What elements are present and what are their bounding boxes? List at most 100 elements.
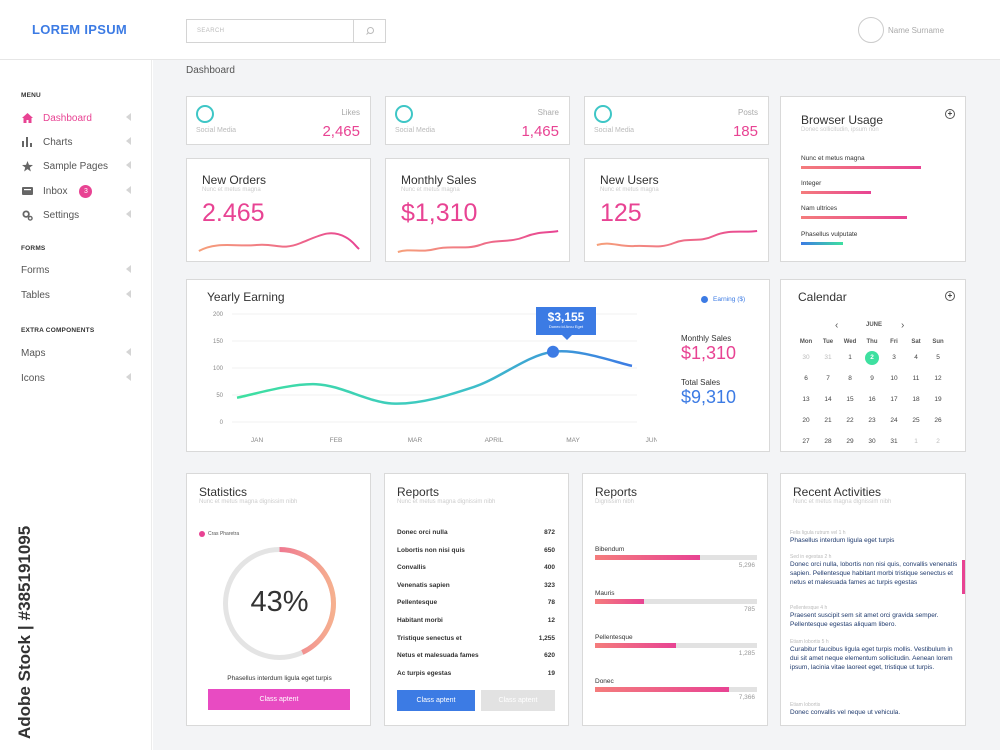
y-tick-label: 150 [213, 339, 224, 345]
row-label: Venenatis sapien [397, 581, 450, 589]
calendar-day[interactable]: 20 [802, 417, 810, 424]
donut-arc [223, 547, 336, 660]
x-tick-label: MAY [566, 437, 580, 444]
calendar-day[interactable]: 26 [934, 417, 942, 424]
bar-chart-icon [21, 136, 33, 148]
activity-item[interactable]: Etiam lobortis Donec convallis vel neque … [790, 702, 960, 717]
activity-item[interactable]: Sed in egestas 2 h Donec orci nulla, lobo… [790, 554, 960, 587]
next-month-button[interactable]: › [901, 320, 905, 331]
calendar-day[interactable]: 3 [892, 354, 896, 361]
search-button[interactable] [353, 20, 385, 42]
reports-bars-card: Reports Dignissim nibh Bibendum 5,296 Maur… [582, 473, 768, 726]
sidebar-item-label: Sample Pages [43, 160, 109, 172]
sidebar-item-label: Maps [21, 347, 46, 359]
calendar-day[interactable]: 25 [912, 417, 920, 424]
calendar-day[interactable]: 22 [846, 417, 854, 424]
prev-month-button[interactable]: ‹ [835, 320, 839, 331]
calendar-day[interactable]: 28 [824, 438, 832, 445]
add-icon[interactable]: + [945, 291, 955, 301]
calendar-day[interactable]: 10 [890, 375, 898, 382]
browser-usage-item: Nunc et metus magna [801, 155, 941, 169]
calendar-day[interactable]: 18 [912, 396, 920, 403]
sidebar-item-tables[interactable]: Tables [21, 287, 131, 303]
watermark-id: #385191095 [15, 526, 34, 621]
metric-card-new-users: New Users Nunc et metus magna 125 [584, 158, 769, 262]
sidebar-item-settings[interactable]: Settings [21, 207, 131, 223]
calendar-day[interactable]: 19 [934, 396, 942, 403]
browser-usage-card: Browser Usage Donec sollicitudin, ipsum … [780, 96, 966, 262]
table-row: Venenatis sapien 323 [397, 582, 555, 589]
row-value: 650 [544, 546, 555, 554]
calendar-day[interactable]: 14 [824, 396, 832, 403]
calendar-day[interactable]: 21 [824, 417, 832, 424]
calendar-day[interactable]: 24 [890, 417, 898, 424]
y-tick-label: 100 [213, 366, 224, 372]
activity-item[interactable]: Felis ligula rutrum vel 1 h Phasellus int… [790, 530, 960, 545]
yearly-line-chart: 0 50 100 150 200 JAN FEB MAR APRIL MAY JUN [213, 312, 657, 444]
sidebar-item-inbox[interactable]: Inbox 3 [21, 183, 131, 199]
user-name[interactable]: Name Surname [888, 25, 945, 35]
calendar-day[interactable]: 1 [848, 354, 852, 361]
calendar-day[interactable]: 6 [804, 375, 808, 382]
calendar-day[interactable]: 15 [846, 396, 854, 403]
calendar-day[interactable]: 23 [868, 417, 876, 424]
sidebar-item-forms[interactable]: Forms [21, 262, 131, 278]
sidebar-item-dashboard[interactable]: Dashboard [21, 110, 131, 126]
calendar-day[interactable]: 4 [914, 354, 918, 361]
calendar-day[interactable]: 7 [826, 375, 830, 382]
calendar-day[interactable]: 2 [936, 438, 940, 445]
avatar[interactable] [858, 17, 884, 43]
sparkline [198, 232, 360, 252]
social-name: Likes [341, 108, 360, 117]
chevron-left-icon [126, 348, 131, 356]
user-menu[interactable]: Name Surname [858, 17, 944, 43]
bar-fill [595, 599, 644, 604]
calendar-day[interactable]: 13 [802, 396, 810, 403]
x-tick-label: MAR [408, 437, 423, 444]
activity-item[interactable]: Etiam lobortis 5 h Curabitur faucibus lig… [790, 639, 960, 672]
calendar-day[interactable]: 31 [890, 438, 898, 445]
search-box[interactable]: SEARCH [186, 19, 386, 43]
highlight-point [547, 345, 559, 358]
add-icon[interactable]: + [945, 109, 955, 119]
class-aptent-primary-button[interactable]: Class aptent [397, 690, 475, 711]
calendar-day[interactable]: 11 [912, 375, 920, 382]
calendar-day[interactable]: 2 [865, 351, 879, 365]
social-label: Social Media [594, 127, 635, 134]
calendar-day[interactable]: 1 [914, 438, 918, 445]
calendar-day[interactable]: 17 [890, 396, 898, 403]
table-row: Habitant morbi 12 [397, 617, 555, 624]
chart-tooltip: $3,155 Donec id Arcu Eget [536, 307, 596, 340]
activity-scrollbar[interactable] [962, 560, 965, 594]
activity-item[interactable]: Pellentesque 4 h Praesent suscipit sem si… [790, 605, 960, 629]
row-value: 19 [547, 669, 555, 677]
class-aptent-button[interactable]: Class aptent [208, 689, 350, 710]
class-aptent-secondary-button[interactable]: Class aptent [481, 690, 555, 711]
calendar-day[interactable]: 12 [934, 375, 942, 382]
sparkline [596, 230, 758, 248]
row-value: 620 [544, 652, 555, 660]
calendar-day[interactable]: 16 [868, 396, 876, 403]
sidebar-item-charts[interactable]: Charts [21, 134, 131, 150]
calendar-day[interactable]: 30 [868, 438, 876, 445]
card-title: Monthly Sales [401, 173, 477, 187]
calendar-day[interactable]: 9 [870, 375, 874, 382]
calendar-weekday: Sun [932, 339, 944, 345]
calendar-day[interactable]: 5 [936, 354, 940, 361]
sidebar-item-sample-pages[interactable]: Sample Pages [21, 158, 131, 174]
sidebar-item-icons[interactable]: Icons [21, 370, 131, 386]
sidebar [0, 60, 152, 750]
activity-time: Sed in egestas 2 h [790, 554, 832, 560]
donut-legend: Cras Pharetra [199, 531, 239, 537]
sidebar-item-maps[interactable]: Maps [21, 345, 131, 361]
calendar-day[interactable]: 31 [824, 354, 832, 361]
calendar-day[interactable]: 29 [846, 438, 854, 445]
card-title: New Users [600, 173, 659, 187]
sidebar-item-label: Settings [43, 209, 80, 221]
calendar-day[interactable]: 27 [802, 438, 810, 445]
search-input[interactable]: SEARCH [197, 28, 225, 34]
app-logo[interactable]: LOREM IPSUM [32, 22, 128, 37]
social-ring-icon [395, 105, 413, 123]
calendar-day[interactable]: 8 [848, 375, 852, 382]
calendar-day[interactable]: 30 [802, 354, 810, 361]
